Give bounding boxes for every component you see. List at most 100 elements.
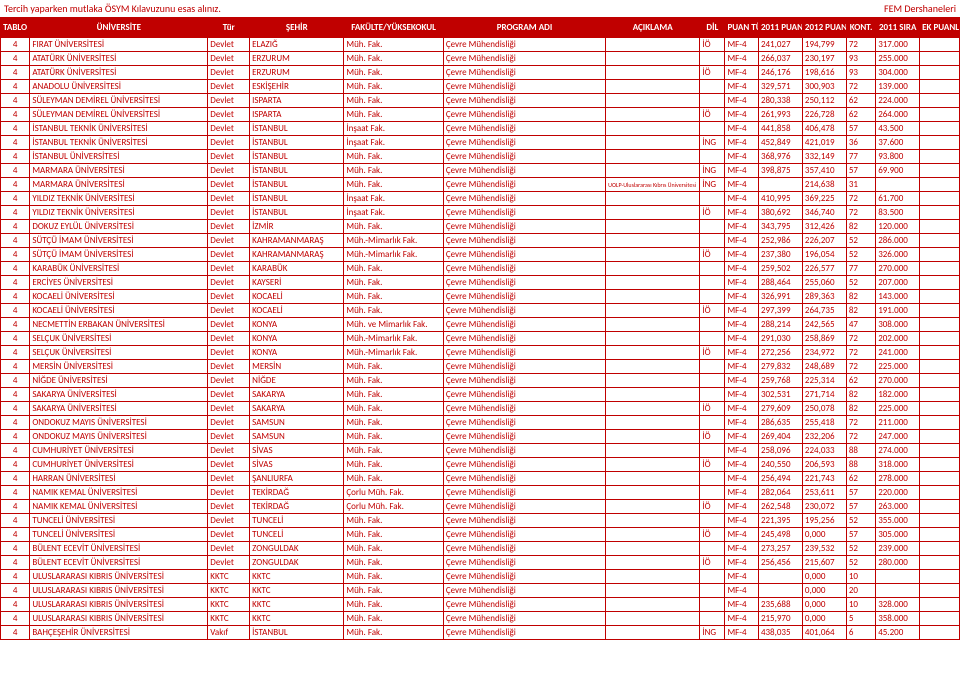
table-row: 4DOKUZ EYLÜL ÜNİVERSİTESİDevletİZMİRMüh.… xyxy=(1,220,960,234)
cell-sira1: 264.000 xyxy=(876,108,920,122)
cell-tur: Devlet xyxy=(208,38,250,52)
cell-tur: Devlet xyxy=(208,122,250,136)
cell-acik xyxy=(606,122,700,136)
col-p2012-header: 2012 PUAN xyxy=(802,18,846,38)
cell-prog: Çevre Mühendisliği xyxy=(443,248,605,262)
cell-p2012: 0,000 xyxy=(802,528,846,542)
cell-tablo: 4 xyxy=(1,122,30,136)
cell-fak: Müh. Fak. xyxy=(344,458,443,472)
cell-fak: Müh.-Mimarlık Fak. xyxy=(344,346,443,360)
cell-dil xyxy=(700,220,725,234)
cell-sehir: KAHRAMANMARAŞ xyxy=(250,234,344,248)
cell-uni: KOCAELİ ÜNİVERSİTESİ xyxy=(30,304,208,318)
cell-fak: Müh. Fak. xyxy=(344,584,443,598)
table-row: 4CUMHURİYET ÜNİVERSİTESİDevletSİVASMüh. … xyxy=(1,444,960,458)
cell-sehir: ESKİŞEHİR xyxy=(250,80,344,94)
cell-uni: KARABÜK ÜNİVERSİTESİ xyxy=(30,262,208,276)
cell-p2012: 224,033 xyxy=(802,444,846,458)
cell-p2011: 262,548 xyxy=(758,500,802,514)
cell-p2011: 273,257 xyxy=(758,542,802,556)
cell-sira2 xyxy=(920,94,960,108)
cell-prog: Çevre Mühendisliği xyxy=(443,122,605,136)
cell-acik xyxy=(606,458,700,472)
cell-acik xyxy=(606,206,700,220)
cell-tablo: 4 xyxy=(1,430,30,444)
cell-pturu: MF-4 xyxy=(725,542,759,556)
cell-p2011: 280,338 xyxy=(758,94,802,108)
cell-sira1: 255.000 xyxy=(876,52,920,66)
cell-pturu: MF-4 xyxy=(725,94,759,108)
cell-sira2 xyxy=(920,458,960,472)
cell-tur: Devlet xyxy=(208,500,250,514)
cell-pturu: MF-4 xyxy=(725,472,759,486)
cell-uni: ONDOKUZ MAYIS ÜNİVERSİTESİ xyxy=(30,416,208,430)
cell-p2012: 206,593 xyxy=(802,458,846,472)
cell-tur: Devlet xyxy=(208,136,250,150)
table-row: 4ULUSLARARASI KIBRIS ÜNİVERSİTESİKKTCKKT… xyxy=(1,570,960,584)
cell-p2011: 266,037 xyxy=(758,52,802,66)
cell-fak: Müh. Fak. xyxy=(344,220,443,234)
cell-uni: ATATÜRK ÜNİVERSİTESİ xyxy=(30,52,208,66)
cell-p2012: 255,060 xyxy=(802,276,846,290)
cell-dil xyxy=(700,374,725,388)
cell-prog: Çevre Mühendisliği xyxy=(443,514,605,528)
cell-dil xyxy=(700,444,725,458)
cell-acik xyxy=(606,598,700,612)
cell-dil: İÖ xyxy=(700,248,725,262)
cell-fak: Müh. Fak. xyxy=(344,94,443,108)
cell-sira1: 37.600 xyxy=(876,136,920,150)
cell-tablo: 4 xyxy=(1,444,30,458)
cell-tablo: 4 xyxy=(1,542,30,556)
cell-kont: 72 xyxy=(846,332,875,346)
cell-kont: 93 xyxy=(846,66,875,80)
cell-sira1: 45.200 xyxy=(876,626,920,640)
table-row: 4YILDIZ TEKNİK ÜNİVERSİTESİDevletİSTANBU… xyxy=(1,192,960,206)
cell-kont: 6 xyxy=(846,626,875,640)
cell-dil xyxy=(700,262,725,276)
cell-kont: 20 xyxy=(846,584,875,598)
col-kont-header: KONT. xyxy=(846,18,875,38)
cell-uni: HARRAN ÜNİVERSİTESİ xyxy=(30,472,208,486)
cell-sehir: TEKİRDAĞ xyxy=(250,500,344,514)
cell-tur: Devlet xyxy=(208,234,250,248)
cell-tablo: 4 xyxy=(1,570,30,584)
table-row: 4KOCAELİ ÜNİVERSİTESİDevletKOCAELİMüh. F… xyxy=(1,304,960,318)
table-row: 4SELÇUK ÜNİVERSİTESİDevletKONYAMüh.-Mima… xyxy=(1,332,960,346)
cell-kont: 93 xyxy=(846,52,875,66)
cell-fak: Müh. Fak. xyxy=(344,66,443,80)
cell-p2011: 343,795 xyxy=(758,220,802,234)
cell-p2012: 198,616 xyxy=(802,66,846,80)
cell-prog: Çevre Mühendisliği xyxy=(443,178,605,192)
cell-sehir: İZMİR xyxy=(250,220,344,234)
cell-tur: Devlet xyxy=(208,178,250,192)
cell-pturu: MF-4 xyxy=(725,332,759,346)
cell-acik xyxy=(606,262,700,276)
cell-p2012: 234,972 xyxy=(802,346,846,360)
cell-p2011: 259,768 xyxy=(758,374,802,388)
cell-kont: 52 xyxy=(846,556,875,570)
cell-p2012: 248,689 xyxy=(802,360,846,374)
cell-p2012: 0,000 xyxy=(802,570,846,584)
cell-tur: Devlet xyxy=(208,290,250,304)
table-row: 4TUNCELİ ÜNİVERSİTESİDevletTUNCELİMüh. F… xyxy=(1,528,960,542)
cell-tablo: 4 xyxy=(1,598,30,612)
cell-pturu: MF-4 xyxy=(725,458,759,472)
cell-tur: Devlet xyxy=(208,318,250,332)
cell-p2012: 369,225 xyxy=(802,192,846,206)
table-row: 4NAMIK KEMAL ÜNİVERSİTESİDevletTEKİRDAĞÇ… xyxy=(1,500,960,514)
cell-p2012: 226,728 xyxy=(802,108,846,122)
table-row: 4İSTANBUL TEKNİK ÜNİVERSİTESİDevletİSTAN… xyxy=(1,122,960,136)
cell-uni: NECMETTİN ERBAKAN ÜNİVERSİTESİ xyxy=(30,318,208,332)
cell-pturu: MF-4 xyxy=(725,290,759,304)
cell-uni: ANADOLU ÜNİVERSİTESİ xyxy=(30,80,208,94)
cell-sehir: ERZURUM xyxy=(250,52,344,66)
cell-uni: SÜLEYMAN DEMİREL ÜNİVERSİTESİ xyxy=(30,108,208,122)
cell-tur: Devlet xyxy=(208,164,250,178)
cell-tur: Devlet xyxy=(208,542,250,556)
cell-pturu: MF-4 xyxy=(725,262,759,276)
cell-prog: Çevre Mühendisliği xyxy=(443,206,605,220)
cell-prog: Çevre Mühendisliği xyxy=(443,472,605,486)
cell-prog: Çevre Mühendisliği xyxy=(443,304,605,318)
cell-kont: 52 xyxy=(846,276,875,290)
cell-sira2 xyxy=(920,80,960,94)
